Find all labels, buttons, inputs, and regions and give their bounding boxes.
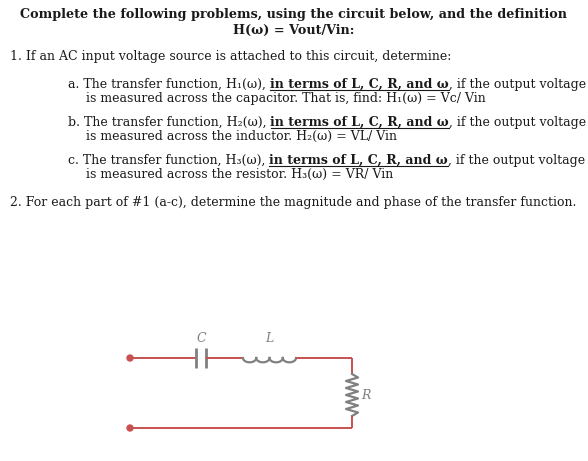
Text: in terms of L, C, R, and ω: in terms of L, C, R, and ω	[270, 78, 449, 91]
Circle shape	[127, 355, 133, 361]
Text: 1. If an AC input voltage source is attached to this circuit, determine:: 1. If an AC input voltage source is atta…	[10, 50, 452, 63]
Text: R: R	[361, 389, 370, 402]
Text: is measured across the capacitor. That is, find: H₁(ω) = Vc/ Vin: is measured across the capacitor. That i…	[86, 92, 486, 105]
Text: in terms of L, C, R, and ω: in terms of L, C, R, and ω	[269, 154, 448, 167]
Text: a. The transfer function, H₁(ω),: a. The transfer function, H₁(ω),	[68, 78, 270, 91]
Text: H(ω) = Vout/Vin:: H(ω) = Vout/Vin:	[233, 24, 355, 37]
Circle shape	[127, 425, 133, 431]
Text: c. The transfer function, H₃(ω),: c. The transfer function, H₃(ω),	[68, 154, 269, 167]
Text: Complete the following problems, using the circuit below, and the definition: Complete the following problems, using t…	[21, 8, 567, 21]
Text: 2. For each part of #1 (a-c), determine the magnitude and phase of the transfer : 2. For each part of #1 (a-c), determine …	[10, 196, 576, 209]
Text: b. The transfer function, H₂(ω),: b. The transfer function, H₂(ω),	[68, 116, 270, 129]
Text: , if the output voltage: , if the output voltage	[448, 154, 585, 167]
Text: in terms of L, C, R, and ω: in terms of L, C, R, and ω	[270, 116, 449, 129]
Text: is measured across the inductor. H₂(ω) = VL/ Vin: is measured across the inductor. H₂(ω) =…	[86, 130, 397, 143]
Text: , if the output voltage: , if the output voltage	[449, 116, 586, 129]
Text: C: C	[196, 332, 206, 345]
Text: L: L	[265, 332, 273, 345]
Text: is measured across the resistor. H₃(ω) = VR/ Vin: is measured across the resistor. H₃(ω) =…	[86, 168, 393, 181]
Text: , if the output voltage: , if the output voltage	[449, 78, 586, 91]
